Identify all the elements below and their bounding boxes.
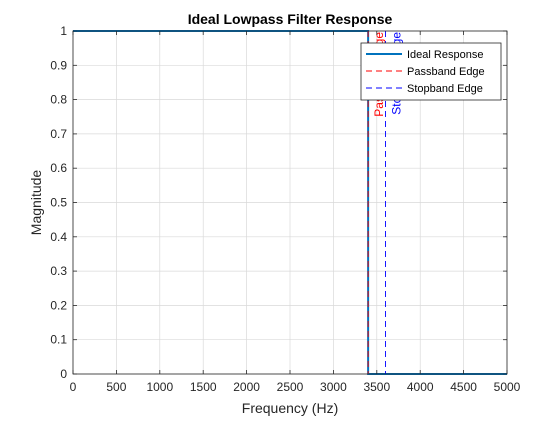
x-tick-label: 1000 (146, 380, 173, 394)
y-tick-label: 0.5 (50, 196, 67, 210)
y-tick-label: 0.6 (50, 161, 67, 175)
y-tick-label: 1 (60, 24, 67, 38)
y-tick-label: 0 (60, 367, 67, 381)
y-tick-label: 0.3 (50, 264, 67, 278)
y-tick-label: 0.4 (50, 230, 67, 244)
chart-title: Ideal Lowpass Filter Response (188, 11, 393, 27)
x-tick-label: 3500 (363, 380, 390, 394)
y-tick-label: 0.9 (50, 58, 67, 72)
x-tick-label: 5000 (494, 380, 521, 394)
x-axis-label: Frequency (Hz) (242, 400, 338, 416)
y-tick-label: 0.7 (50, 127, 67, 141)
x-tick-label: 4500 (450, 380, 477, 394)
y-tick-label: 0.1 (50, 333, 67, 347)
x-tick-label: 4000 (407, 380, 434, 394)
x-tick-label: 1500 (190, 380, 217, 394)
x-tick-label: 500 (106, 380, 126, 394)
legend-box (360, 42, 502, 101)
y-tick-label: 0.2 (50, 298, 67, 312)
x-tick-label: 2000 (233, 380, 260, 394)
y-tick-label: 0.8 (50, 93, 67, 107)
x-tick-label: 0 (70, 380, 77, 394)
legend: Ideal Response Passband Edge Stopband Edge (360, 42, 502, 101)
x-tick-label: 3000 (320, 380, 347, 394)
legend-label-ideal-response: Ideal Response (407, 49, 483, 61)
legend-label-stopband-edge: Stopband Edge (407, 83, 483, 95)
ticks: 0 500 1000 1500 2000 2500 3000 3500 4000 4500 5000… (50, 24, 520, 394)
legend-label-passband-edge: Passband Edge (407, 66, 485, 78)
y-axis-label: Magnitude (28, 170, 44, 236)
x-tick-label: 2500 (277, 380, 304, 394)
